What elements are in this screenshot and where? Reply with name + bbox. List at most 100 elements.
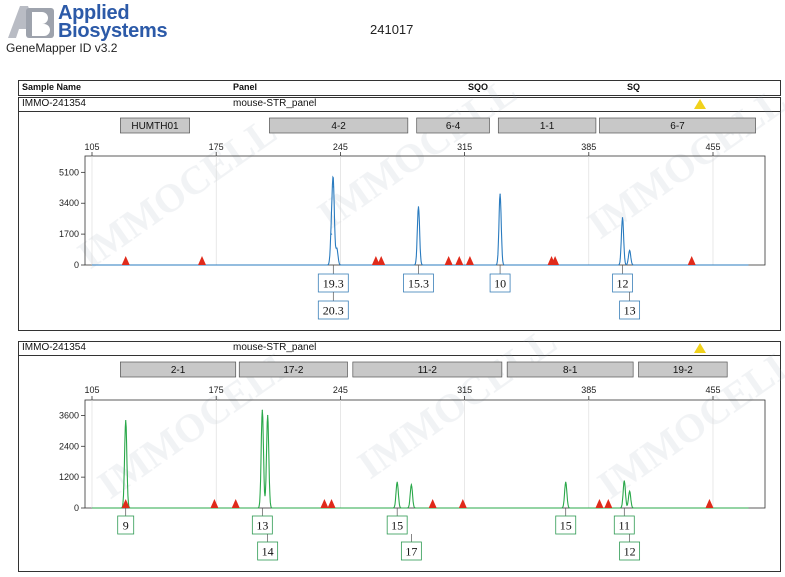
marker-label: HUMTH01 (131, 121, 179, 132)
y-tick-label: 3600 (59, 410, 79, 420)
peak-point (623, 480, 625, 482)
allele-call-label: 12 (617, 277, 629, 291)
allele-call-label: 17 (405, 545, 417, 559)
allele-call-label: 12 (624, 545, 636, 559)
allele-call-label: 15.3 (408, 277, 429, 291)
marker-bin-19-2 (638, 361, 728, 378)
marker-bin-4-2 (269, 117, 409, 134)
marker-bin-1-1 (497, 117, 597, 134)
size-standard-triangle (377, 256, 386, 265)
x-tick-label: 175 (209, 385, 224, 395)
size-standard-triangle (198, 256, 207, 265)
chart-blue: HUMTH01 4-2 6-4 1-1 6-7 105 175 245 315 385 455 0 17… (59, 117, 766, 320)
allele-call-box (400, 541, 422, 561)
trace-green (92, 410, 749, 509)
peak-point (629, 249, 631, 252)
marker-bin-8-1 (506, 361, 634, 378)
size-standard-triangle (210, 499, 219, 508)
allele-call-label: 13 (624, 304, 636, 318)
peak-point (396, 481, 398, 483)
peak-point (125, 419, 127, 422)
allele-call-label: 13 (256, 519, 268, 533)
size-standard-triangle (121, 499, 130, 508)
green-panel-frame (18, 355, 781, 572)
size-standard-triangle (551, 256, 560, 265)
column-panel: Panel (233, 82, 258, 92)
x-tick-label: 315 (457, 142, 472, 152)
size-standard-triangle (705, 499, 714, 508)
size-standard-triangle (428, 499, 437, 508)
allele-call-box (117, 515, 135, 535)
brand-name-line1: Applied (58, 2, 130, 24)
marker-label: 19-2 (673, 365, 693, 376)
marker-bin-2-1 (120, 361, 237, 378)
panel-name: mouse-STR_panel (233, 342, 317, 353)
allele-call-box (489, 273, 511, 293)
watermark-text: IMMOCELL (579, 78, 785, 247)
allele-call-label: 15 (560, 519, 572, 533)
x-tick-label: 245 (333, 142, 348, 152)
size-standard-triangle (327, 499, 336, 508)
peak-point (565, 481, 567, 483)
marker-label: 6-7 (670, 121, 685, 132)
size-standard-triangle (465, 256, 474, 265)
peak-point (499, 193, 501, 195)
marker-bin-6-4 (416, 117, 490, 134)
allele-call-box (386, 515, 408, 535)
peak-point (621, 217, 624, 219)
marker-label: 6-4 (446, 121, 461, 132)
x-tick-label: 385 (581, 142, 596, 152)
peak-point (267, 414, 269, 417)
allele-call-label: 11 (619, 519, 631, 533)
peak-point (261, 409, 263, 411)
marker-bin-6-7 (599, 117, 756, 134)
allele-call-box (317, 300, 349, 320)
allele-call-box (613, 515, 635, 535)
allele-call-box (257, 541, 279, 561)
y-tick-label: 1200 (59, 472, 79, 482)
brand-name-line2: Biosystems (58, 20, 168, 42)
x-tick-label: 455 (705, 385, 720, 395)
x-tick-label: 245 (333, 385, 348, 395)
peak-point (410, 484, 412, 486)
y-tick-label: 2400 (59, 441, 79, 451)
sample-name: IMMO-241354 (22, 342, 86, 353)
allele-call-box (555, 515, 577, 535)
column-sqo: SQO (468, 82, 489, 92)
size-standard-triangle (595, 499, 604, 508)
run-id: 241017 (370, 22, 414, 37)
peak-point (336, 248, 338, 250)
watermark-text: IMMOCELL (349, 318, 564, 487)
peak-point (629, 490, 631, 492)
size-standard-triangle (687, 256, 696, 265)
sample-name: IMMO-241354 (22, 98, 86, 109)
x-tick-label: 175 (209, 142, 224, 152)
x-tick-label: 315 (457, 385, 472, 395)
warning-triangle-icon (694, 99, 706, 109)
allele-call-label: 9 (123, 519, 129, 533)
allele-call-box (251, 515, 273, 535)
watermark-text: IMMOCELL (69, 108, 284, 277)
column-sq: SQ (627, 82, 641, 92)
marker-label: 2-1 (171, 365, 186, 376)
marker-bin-11-2 (352, 361, 503, 378)
x-tick-label: 105 (84, 385, 99, 395)
column-sample-name: Sample Name (22, 82, 82, 92)
y-tick-label: 3400 (59, 198, 79, 208)
y-tick-label: 0 (74, 260, 79, 270)
allele-call-label: 15 (391, 519, 403, 533)
chart-green: 2-1 17-2 11-2 8-1 19-2 105 175 245 315 385 455 0 120… (59, 361, 766, 561)
allele-call-label: 10 (494, 277, 506, 291)
peak-point (330, 233, 333, 235)
x-tick-label: 385 (581, 385, 596, 395)
y-tick-label: 1700 (59, 229, 79, 239)
warning-triangle-icon (694, 343, 706, 353)
applied-biosystems-logo-icon (8, 6, 54, 38)
marker-label: 4-2 (331, 121, 346, 132)
x-tick-label: 455 (705, 142, 720, 152)
allele-call-box (403, 273, 434, 293)
watermark-text: IMMOCELL (309, 68, 524, 237)
marker-label: 17-2 (283, 365, 303, 376)
size-standard-triangle (121, 256, 130, 265)
